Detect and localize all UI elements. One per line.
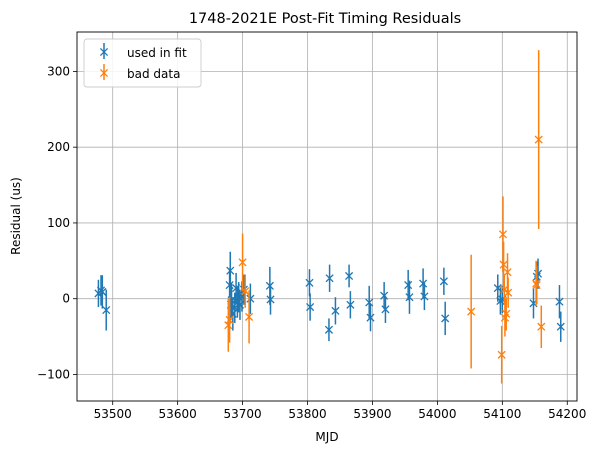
data-point <box>467 307 476 316</box>
data-point <box>345 271 354 281</box>
legend: used in fit bad data <box>83 38 202 88</box>
data-point <box>499 260 508 269</box>
grid <box>77 32 577 401</box>
legend-label-used-in-fit: used in fit <box>127 46 187 60</box>
data-point <box>534 135 543 144</box>
data-point <box>504 288 513 297</box>
chart-title: 1748-2021E Post-Fit Timing Residuals <box>189 11 461 27</box>
data-point <box>498 230 508 239</box>
x-tick-label: 54000 <box>418 407 456 421</box>
data-point <box>556 322 565 331</box>
legend-entry-bad-data <box>99 64 109 80</box>
legend-marker <box>99 47 109 57</box>
data-point <box>324 325 334 334</box>
data-point <box>405 293 414 302</box>
y-tick-label: −100 <box>37 367 70 381</box>
series-bad-data <box>224 50 546 384</box>
data-point <box>331 306 340 315</box>
x-tick-label: 53500 <box>94 407 132 421</box>
data-point <box>266 295 275 304</box>
legend-label-bad-data: bad data <box>127 67 180 81</box>
data-point <box>439 277 448 286</box>
data-point <box>420 292 429 301</box>
x-axis-label: MJD <box>315 430 338 444</box>
data-point <box>245 312 254 321</box>
legend-entry-used-in-fit <box>99 43 109 59</box>
series-used-in-fit <box>94 251 565 342</box>
plot-frame <box>76 31 578 402</box>
y-tick-label: 200 <box>47 140 70 154</box>
x-tick-label: 54100 <box>483 407 521 421</box>
data-point <box>306 302 315 312</box>
data-point <box>366 313 375 322</box>
data-point <box>365 298 374 307</box>
data-point <box>246 294 255 303</box>
data-point <box>404 281 413 290</box>
data-point <box>502 309 511 318</box>
data-point <box>238 258 247 267</box>
data-point <box>346 300 355 309</box>
y-axis: −100 0 100 200 300 <box>37 64 77 381</box>
legend-marker <box>99 68 109 78</box>
data-point <box>503 268 512 277</box>
data-point <box>102 306 111 315</box>
data-point <box>98 287 107 296</box>
series-layer <box>94 50 565 384</box>
data-point <box>441 314 450 323</box>
data-point <box>532 281 541 290</box>
x-tick-label: 53900 <box>353 407 391 421</box>
data-point <box>325 274 334 283</box>
legend-box <box>83 38 202 88</box>
data-point <box>225 315 234 324</box>
x-tick-label: 53700 <box>223 407 261 421</box>
data-point <box>537 322 546 331</box>
data-point <box>226 266 235 275</box>
data-point <box>497 350 506 359</box>
y-tick-label: 300 <box>47 64 70 78</box>
x-tick-label: 53600 <box>159 407 197 421</box>
x-axis: 53500 53600 53700 53800 53900 54000 54100 54200 <box>94 401 586 421</box>
data-point <box>305 278 314 287</box>
y-tick-label: 100 <box>47 216 70 230</box>
data-point <box>555 297 564 306</box>
y-tick-label: 0 <box>62 292 70 306</box>
data-point <box>241 287 250 296</box>
data-point <box>380 291 389 300</box>
data-point <box>381 305 390 314</box>
x-tick-label: 54200 <box>548 407 586 421</box>
data-point <box>419 279 428 288</box>
y-axis-label: Residual (us) <box>9 177 23 255</box>
x-tick-label: 53800 <box>288 407 326 421</box>
